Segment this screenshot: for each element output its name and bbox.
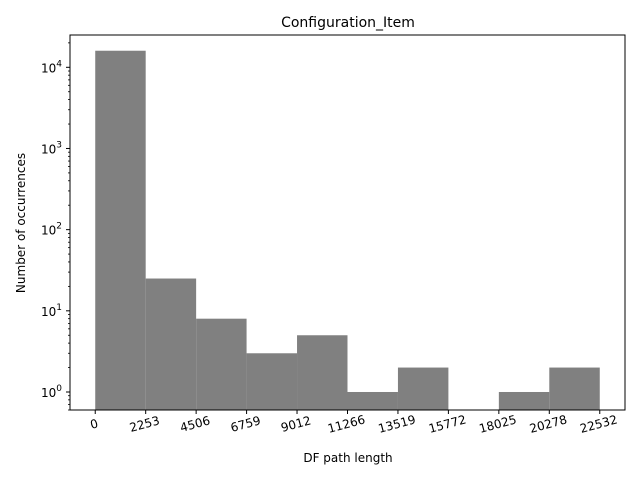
histogram-bar — [347, 391, 398, 410]
histogram-bar — [397, 367, 449, 410]
x-tick-label: 11266 — [326, 412, 367, 435]
histogram-bar — [246, 353, 298, 410]
histogram-bar — [196, 318, 247, 410]
x-tick-label: 15772 — [427, 412, 468, 435]
x-axis-title: DF path length — [303, 451, 392, 465]
histogram-bar — [95, 50, 146, 411]
bars-group — [95, 50, 600, 411]
y-tick-label: 104 — [41, 59, 62, 75]
y-axis: 100 101 102 103 104 — [41, 42, 70, 411]
y-tick-label: 100 — [41, 384, 62, 400]
y-axis-title: Number of occurrences — [14, 153, 28, 293]
x-tick-label: 22532 — [578, 412, 619, 435]
x-tick-label: 9012 — [279, 413, 312, 434]
x-tick-label: 0 — [89, 416, 100, 432]
histogram-bar — [498, 391, 550, 410]
chart-title: Configuration_Item — [281, 15, 415, 31]
y-tick-label: 103 — [41, 140, 62, 156]
x-tick-label: 4506 — [179, 413, 212, 434]
x-tick-label: 20278 — [528, 412, 569, 435]
x-tick-label: 6759 — [229, 413, 262, 434]
y-tick-label: 102 — [41, 222, 62, 238]
histogram-bar — [145, 278, 197, 410]
x-tick-label: 18025 — [478, 412, 519, 435]
x-axis: 0 2253 4506 6759 9012 11266 13519 15772 18025 202… — [89, 410, 619, 436]
x-tick-label: 2253 — [128, 413, 161, 434]
histogram-bar — [297, 335, 348, 410]
y-tick-label: 101 — [41, 303, 62, 319]
histogram-bar — [549, 367, 600, 410]
x-tick-label: 13519 — [377, 412, 418, 435]
